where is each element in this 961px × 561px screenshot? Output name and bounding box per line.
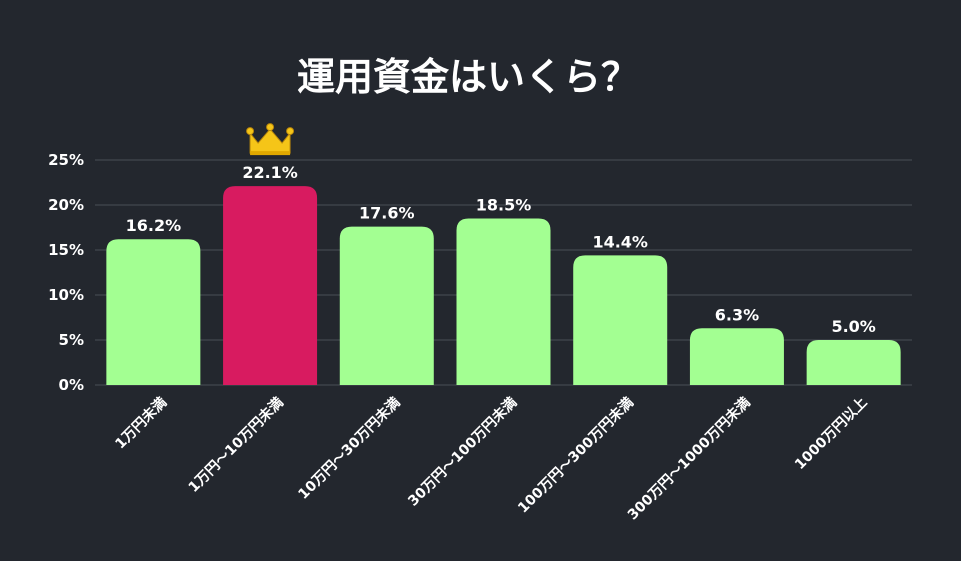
chart-title: 運用資金はいくら？ <box>297 55 639 99</box>
y-tick-label: 0% <box>59 376 84 394</box>
data-label: 14.4% <box>592 232 648 251</box>
bar <box>106 239 201 385</box>
data-label: 17.6% <box>359 204 415 223</box>
bars <box>106 186 901 385</box>
data-labels: 16.2% 22.1% 17.6% 18.5% 14.4% 6.3% 5.0% <box>126 163 876 336</box>
x-axis-ticks: 1万円未満 1万円～10万円未満 10万円～30万円未満 30万円～100万円未満10… <box>112 394 871 524</box>
data-label: 5.0% <box>831 317 875 336</box>
x-tick-label: 100万円～300万円未満 <box>514 394 637 517</box>
bar <box>223 186 318 385</box>
data-label: 6.3% <box>715 305 759 324</box>
x-tick-label: 30万円～100万円未満 <box>405 394 521 510</box>
y-tick-label: 20% <box>48 196 84 214</box>
x-tick-label: 1000万円以上 <box>792 395 870 473</box>
y-axis-ticks: 0% 5% 10% 15% 20% 25% <box>48 151 84 394</box>
y-tick-label: 25% <box>48 151 84 169</box>
data-label: 18.5% <box>476 196 532 215</box>
data-label: 16.2% <box>126 216 182 235</box>
crown-icon <box>246 123 295 156</box>
y-tick-label: 10% <box>48 286 84 304</box>
x-tick-label: 1万円未満 <box>112 394 171 453</box>
bar <box>806 340 901 385</box>
bar <box>339 226 434 385</box>
x-tick-label: 10万円～30万円未満 <box>295 394 404 503</box>
bar <box>689 328 784 385</box>
bar <box>456 218 551 385</box>
data-label: 22.1% <box>242 163 298 182</box>
y-tick-label: 15% <box>48 241 84 259</box>
x-tick-label: 300万円～1000万円未満 <box>624 394 754 524</box>
bar <box>573 255 668 385</box>
x-tick-label: 1万円～10万円未満 <box>185 394 287 496</box>
y-tick-label: 5% <box>59 331 84 349</box>
